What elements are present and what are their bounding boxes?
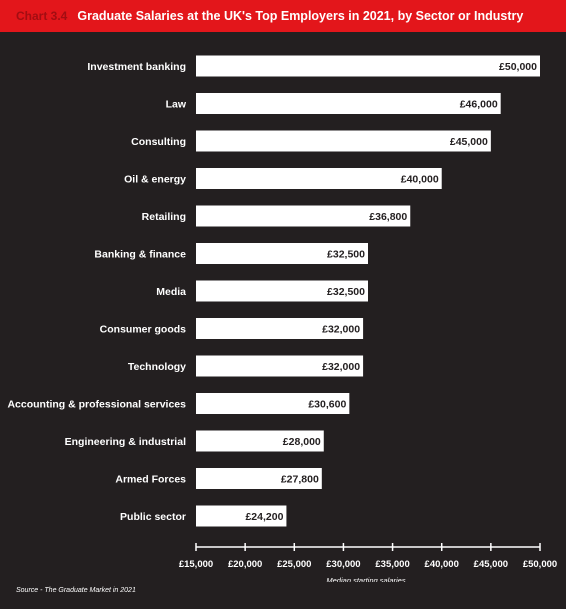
bar	[196, 280, 368, 302]
x-tick-label: £20,000	[228, 559, 262, 570]
category-label: Investment banking	[87, 61, 186, 73]
x-tick-label: £40,000	[425, 559, 459, 570]
category-label: Law	[166, 99, 187, 111]
bar-value-label: £40,000	[401, 174, 439, 186]
bar-value-label: £36,800	[369, 211, 407, 223]
bar	[196, 93, 501, 114]
bar	[196, 318, 364, 339]
x-tick-label: £15,000	[179, 559, 213, 570]
bar-value-label: £50,000	[499, 61, 537, 73]
x-tick-label: £25,000	[277, 559, 311, 570]
bar	[196, 468, 322, 489]
category-label: Banking & finance	[94, 249, 186, 261]
category-label: Technology	[128, 361, 186, 373]
category-label: Retailing	[142, 211, 186, 223]
bar	[196, 243, 368, 264]
bar	[196, 55, 540, 77]
bar	[196, 505, 287, 527]
bar	[196, 393, 350, 414]
chart-title: Graduate Salaries at the UK's Top Employ…	[77, 9, 524, 23]
bar-chart: Investment banking £50,000 Law £46,000 Consu…	[7, 55, 557, 582]
bar-value-label: £32,000	[322, 324, 360, 336]
category-label: Armed Forces	[115, 474, 186, 486]
bar-value-label: £28,000	[283, 436, 321, 448]
bar	[196, 205, 411, 227]
category-label: Accounting & professional services	[7, 399, 186, 411]
bar-value-label: £32,000	[322, 361, 360, 373]
source-note: Source - The Graduate Market in 2021	[16, 587, 136, 594]
bar-value-label: £30,600	[308, 399, 346, 411]
x-tick-label: £30,000	[326, 559, 360, 570]
chart-number: Chart 3.4	[16, 9, 68, 23]
category-label: Consulting	[131, 136, 186, 148]
bar-value-label: £24,200	[245, 511, 283, 523]
bar	[196, 430, 324, 452]
category-label: Public sector	[120, 511, 186, 523]
bar	[196, 355, 364, 377]
category-label: Consumer goods	[100, 324, 186, 336]
bar-value-label: £45,000	[450, 136, 488, 148]
bar	[196, 130, 491, 152]
x-tick-label: £45,000	[474, 559, 508, 570]
bar-value-label: £27,800	[281, 474, 319, 486]
bar-value-label: £32,500	[327, 249, 365, 261]
x-tick-label: £50,000	[523, 559, 557, 570]
category-label: Oil & energy	[124, 174, 186, 186]
bar-value-label: £46,000	[460, 99, 498, 111]
x-tick-label: £35,000	[375, 559, 409, 570]
bar	[196, 168, 442, 189]
bar-value-label: £32,500	[327, 286, 365, 298]
category-label: Media	[156, 286, 186, 298]
x-axis-title: Median starting salaries	[326, 576, 405, 582]
category-label: Engineering & industrial	[65, 436, 186, 448]
chart-header: Chart 3.4 Graduate Salaries at the UK's …	[0, 0, 566, 32]
